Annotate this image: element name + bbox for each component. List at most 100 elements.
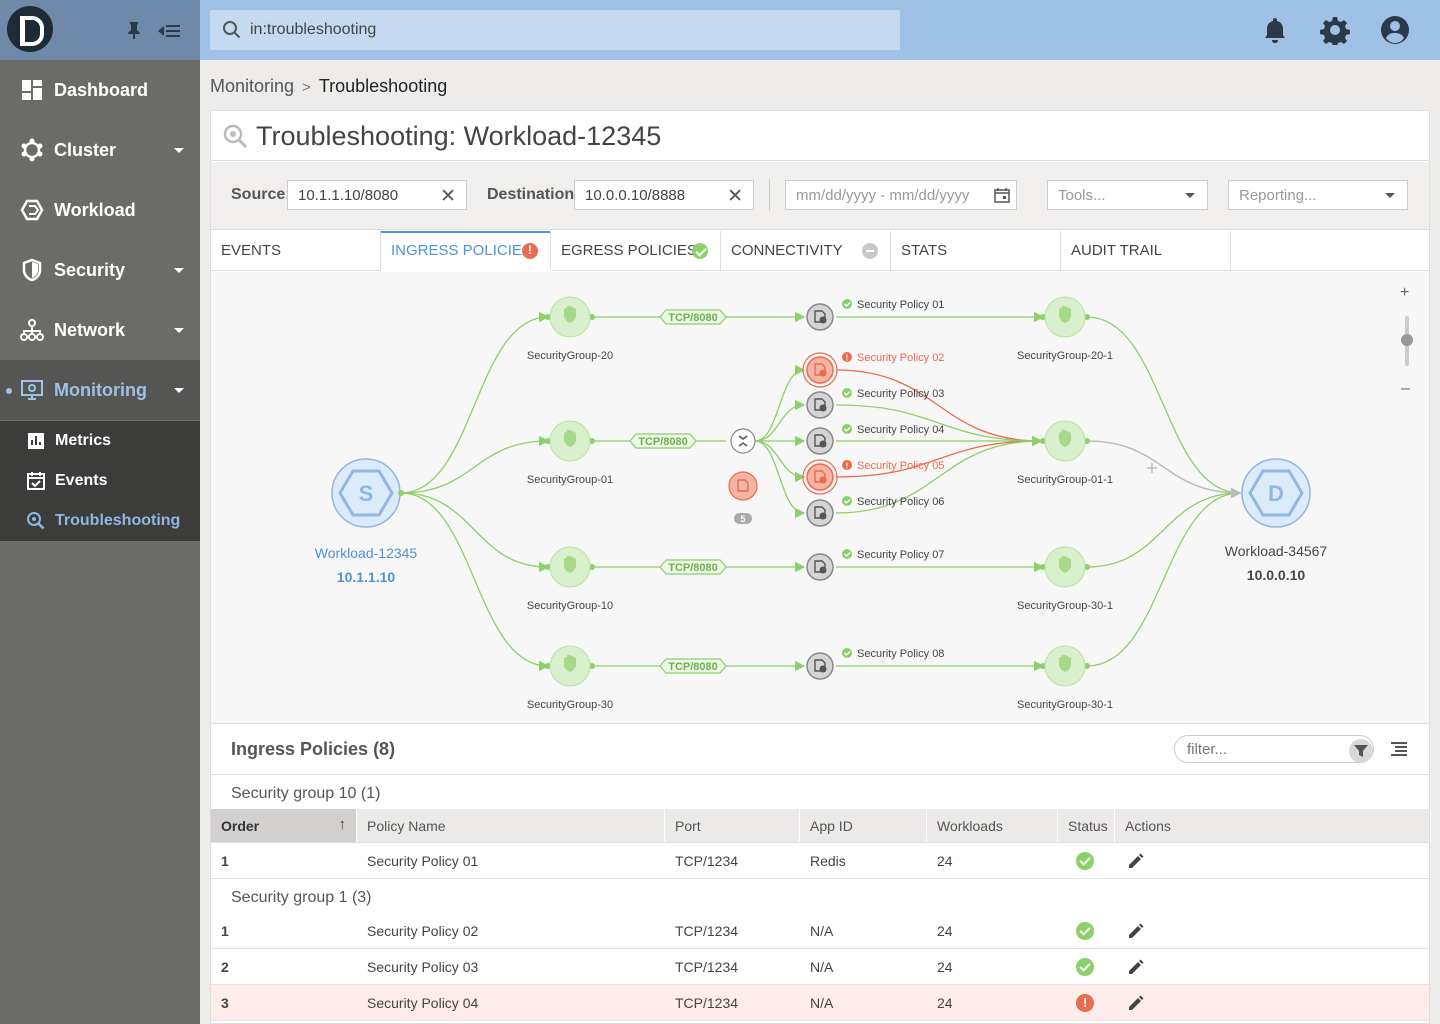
edit-icon[interactable] [1127,852,1145,870]
zoom-out-icon[interactable]: – [1401,380,1410,397]
sidebar-item-dashboard[interactable]: Dashboard [0,60,200,120]
column-header[interactable]: Port [665,809,800,842]
clear-destination-icon[interactable]: ✕ [727,186,743,207]
sidebar-item-security[interactable]: Security [0,240,200,300]
policy-node[interactable] [806,553,834,581]
pin-icon[interactable] [124,20,144,40]
check-mark [844,651,851,656]
column-header[interactable]: Order ↑ [211,809,357,842]
bell-icon[interactable] [1260,15,1290,45]
order-cell: 1 [221,923,229,939]
sidebar-item-workload[interactable]: Workload [0,180,200,240]
tab-egress-policies[interactable]: EGRESS POLICIES [551,231,721,271]
column-header[interactable]: Status [1058,809,1115,842]
graph-endpoint [1040,438,1046,444]
destination-security-group-node-label: SecurityGroup-01-1 [1017,474,1113,486]
date-range-field[interactable]: mm/dd/yyyy - mm/dd/yyyy [785,180,1017,210]
graph-endpoint [589,438,595,444]
graph-endpoint [589,663,595,669]
graph-edge [754,399,806,442]
group-title: Security group 1 (3) [231,889,372,906]
collapsed-policies-node[interactable] [728,471,758,501]
breadcrumb-parent[interactable]: Monitoring [210,76,295,96]
table-row[interactable]: 1 Security Policy 02 TCP/1234 N/A 24 [211,913,1429,949]
error-mark: ! [846,354,849,363]
add-icon[interactable] [1147,463,1157,473]
tab-bar: EVENTS INGRESS POLICIES ! EGRESS POLICIE… [211,231,1429,271]
chevron-down-icon [1185,193,1195,198]
table-title: Ingress Policies (8) [231,739,396,759]
sidebar-item-network[interactable]: Network [0,300,200,360]
tools-select[interactable]: Tools... [1047,180,1208,210]
app-logo[interactable] [7,6,53,52]
edit-icon[interactable] [1127,994,1145,1012]
error-icon [842,460,852,470]
zoom-slider-handle[interactable] [1401,334,1413,346]
hexagon-icon [338,469,394,517]
policy-node[interactable] [806,499,834,527]
sort-asc-icon[interactable]: ↑ [338,816,347,833]
zoom-in-icon[interactable]: + [1400,284,1410,301]
graph-edge [835,404,1043,447]
graph-endpoint [545,564,551,570]
policy-node[interactable] [806,303,834,331]
chevron-down-icon [174,388,184,393]
shield-stack-icon [566,555,574,561]
clear-source-icon[interactable]: ✕ [440,186,456,207]
policy-node[interactable] [806,391,834,419]
tab-connectivity[interactable]: CONNECTIVITY [721,231,891,271]
global-search[interactable] [210,10,900,50]
reporting-select[interactable]: Reporting... [1228,180,1408,210]
graph-endpoint [398,490,404,496]
policy-node[interactable] [806,356,834,384]
graph-endpoint [1040,663,1046,669]
sidebar-subitem-events[interactable]: Events [0,461,200,501]
policy-node[interactable] [806,463,834,491]
status-cell [1058,985,1115,1020]
collapse-toggle[interactable] [730,428,756,454]
table-row[interactable]: 2 Security Policy 03 TCP/1234 N/A 24 [211,949,1429,985]
filter-icon[interactable] [1349,739,1373,763]
tab-audit-trail[interactable]: AUDIT TRAIL [1061,231,1231,271]
column-header[interactable]: Policy Name [357,809,665,842]
column-header[interactable]: Workloads [927,809,1058,842]
search-input[interactable] [250,10,880,50]
error-mark: ! [846,462,849,471]
graph-edge [1086,487,1242,667]
sidebar-item-monitoring[interactable]: Monitoring [0,360,200,420]
column-header[interactable]: Actions [1115,809,1431,842]
policy-label: Security Policy 07 [857,549,944,561]
network-icon [20,319,44,341]
shield-stack-icon [1061,305,1069,311]
column-header[interactable]: App ID [800,809,927,842]
sidebar-item-cluster[interactable]: Cluster [0,120,200,180]
tab-events[interactable]: EVENTS [211,231,381,271]
user-avatar-icon[interactable] [1380,15,1410,45]
workloads-cell: 24 [937,923,953,939]
tab-ingress-policies[interactable]: INGRESS POLICIES ! [381,231,551,271]
workload-icon [20,199,44,221]
edit-icon[interactable] [1127,958,1145,976]
sidebar-subitem-label: Events [55,472,108,489]
table-row[interactable]: 3 Security Policy 04 TCP/1234 N/A 24 [211,985,1429,1021]
calendar-icon[interactable] [994,187,1010,203]
table-filter-input[interactable] [1174,735,1374,763]
check-icon [842,648,852,658]
tab-stats[interactable]: STATS [891,231,1061,271]
lock-icon [819,404,827,412]
policy-node[interactable] [806,652,834,680]
collapse-menu-icon[interactable] [156,20,182,42]
graph-endpoint [545,314,551,320]
tab-label: AUDIT TRAIL [1071,242,1163,259]
sidebar-subitem-troubleshooting[interactable]: Troubleshooting [0,501,200,541]
shield-stack-icon [1061,429,1069,435]
policy-node[interactable] [806,427,834,455]
source-field[interactable]: 10.1.1.10/8080 ✕ [287,180,467,210]
edit-icon[interactable] [1127,922,1145,940]
sidebar-subitem-label: Troubleshooting [55,512,181,529]
table-row[interactable]: 1 Security Policy 01 TCP/1234 Redis 24 [211,843,1429,879]
destination-field[interactable]: 10.0.0.10/8888 ✕ [574,180,754,210]
sidebar-subitem-metrics[interactable]: Metrics [0,421,200,461]
column-settings-icon[interactable] [1389,741,1409,759]
gear-icon[interactable] [1320,15,1350,45]
